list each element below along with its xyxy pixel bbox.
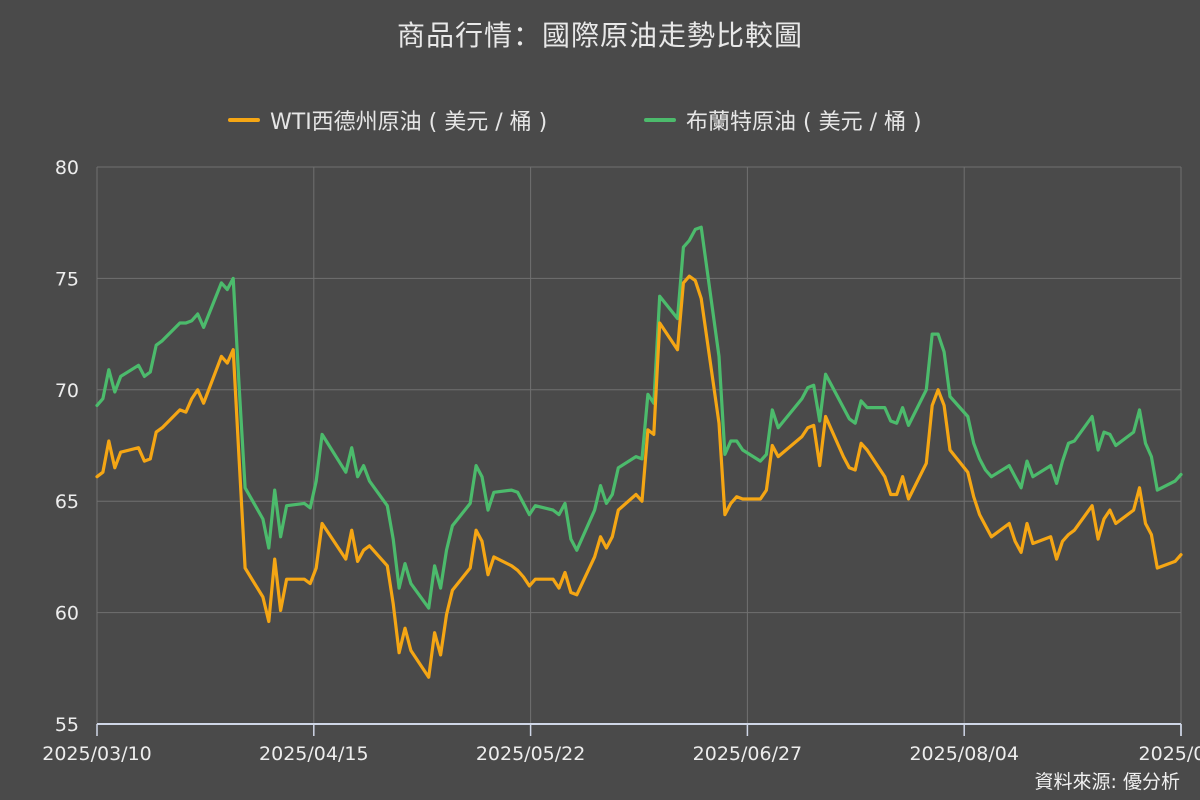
y-tick-label: 80 (55, 157, 79, 179)
source-note: 資料來源: 優分析 (1034, 771, 1180, 793)
legend-swatch-brent (644, 118, 676, 122)
series-line-brent (95, 225, 1183, 610)
x-tick-label: 2025/0... (1139, 743, 1200, 765)
y-tick-label: 55 (55, 714, 79, 736)
legend-label-brent: 布蘭特原油 ( 美元 / 桶 ) (686, 110, 922, 135)
x-tick-label: 2025/08/04 (909, 743, 1019, 765)
y-tick-label: 65 (55, 491, 79, 513)
legend-item-brent[interactable]: 布蘭特原油 ( 美元 / 桶 ) (644, 104, 922, 136)
y-tick-label: 70 (55, 380, 79, 402)
legend-swatch-wti (228, 118, 260, 122)
y-tick-label: 75 (55, 268, 79, 290)
chart-title: 商品行情：國際原油走勢比較圖 (396, 19, 803, 52)
legend-label-wti: WTI西德州原油 ( 美元 / 桶 ) (270, 110, 548, 135)
legend-item-wti[interactable]: WTI西德州原油 ( 美元 / 桶 ) (228, 104, 547, 136)
y-tick-label: 60 (55, 603, 79, 625)
series-line-wti (95, 274, 1183, 679)
x-tick-label: 2025/03/10 (42, 743, 152, 765)
legend: WTI西德州原油 ( 美元 / 桶 ) 布蘭特原油 ( 美元 / 桶 ) (0, 104, 1200, 136)
x-tick-label: 2025/06/27 (693, 743, 803, 765)
x-tick-label: 2025/04/15 (259, 743, 369, 765)
x-tick-label: 2025/05/22 (476, 743, 586, 765)
